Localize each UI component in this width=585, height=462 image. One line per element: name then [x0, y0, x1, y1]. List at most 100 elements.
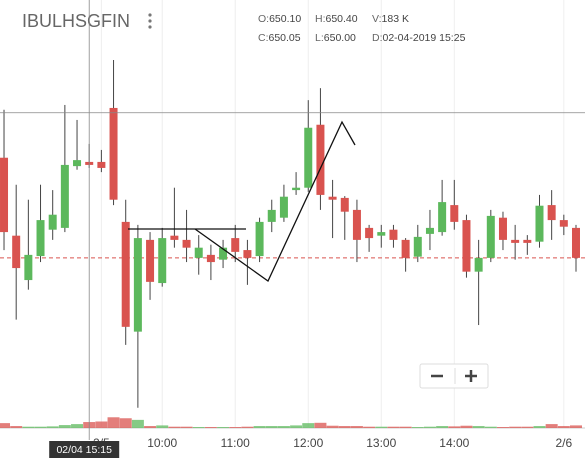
volume-bar — [509, 426, 522, 428]
volume-bar — [34, 426, 47, 428]
ohlc-item: O:650.10 — [258, 13, 301, 25]
volume-bar — [533, 426, 546, 428]
volume-bar — [472, 426, 485, 428]
candle-body — [559, 220, 568, 227]
zoom-in[interactable] — [455, 364, 488, 388]
candle-body — [133, 238, 142, 332]
x-tick-label: 2/6 — [555, 436, 572, 450]
volume-bar — [411, 427, 424, 428]
candle-body — [401, 239, 410, 258]
crosshair-label: 02/04 15:15 — [56, 444, 112, 456]
candle-body — [340, 197, 349, 212]
ohlc-label: D: — [372, 32, 383, 44]
volume-bar — [144, 426, 157, 428]
volume-bar — [448, 426, 461, 428]
candle-body — [511, 239, 520, 243]
candle-body — [486, 215, 495, 258]
zoom-controls — [419, 363, 489, 389]
volume-bar — [217, 427, 230, 428]
candle-body — [146, 239, 155, 282]
candle-body — [438, 202, 447, 233]
ohlc-label: V: — [372, 13, 382, 25]
candle-body — [535, 205, 544, 242]
ohlc-value: 02-04-2019 15:25 — [383, 32, 466, 44]
candle-body — [474, 257, 483, 272]
drawn-pattern — [194, 120, 356, 282]
ohlc-value: 650.05 — [269, 32, 301, 44]
candle-body — [523, 239, 532, 243]
crosshair-label-bg — [49, 441, 120, 458]
volume-bar — [460, 425, 473, 428]
volume-bar — [545, 424, 558, 428]
candle-body — [12, 235, 21, 269]
candle-body — [328, 196, 337, 200]
volume-bar — [314, 422, 327, 428]
ohlc-value: 650.10 — [269, 13, 301, 25]
candle-body — [231, 238, 240, 252]
ohlc-value: 650.00 — [324, 32, 356, 44]
x-tick-label: 11:00 — [221, 436, 250, 450]
ohlc-item: L:650.00 — [315, 32, 356, 44]
volume-bar — [22, 426, 35, 428]
ohlc-item: H:650.40 — [315, 13, 358, 25]
candle-body — [243, 250, 252, 258]
ohlc-item: C:650.05 — [258, 32, 301, 44]
volume-bar — [569, 425, 582, 428]
volume-bar — [229, 427, 242, 428]
volume-bar — [363, 426, 376, 428]
volume-bar — [204, 427, 217, 428]
volume-bar — [484, 426, 497, 428]
plot-area — [0, 0, 585, 429]
ohlc-info: O:650.10 H:650.40 V:183 K C:650.05 L:650.00 D… — [258, 13, 466, 44]
volume-bar — [290, 425, 303, 428]
volume-bar — [436, 426, 449, 428]
candle-body — [255, 221, 264, 257]
volume-bar — [168, 426, 181, 428]
volume-bar — [131, 419, 144, 428]
ohlc-label: H: — [315, 13, 326, 25]
candle-body — [182, 239, 191, 248]
volume-bar — [253, 426, 266, 428]
volume-bar — [156, 425, 169, 428]
volume-bar — [0, 423, 11, 428]
volume-bar — [180, 426, 193, 428]
volume-bar — [521, 426, 534, 428]
menu-icon[interactable] — [148, 13, 152, 29]
symbol: IBULHSGFIN — [22, 11, 130, 31]
candle-body — [304, 127, 313, 188]
volume-bar — [496, 427, 509, 428]
volume-bar — [265, 426, 278, 428]
volume-bar — [71, 424, 84, 428]
candle-body — [170, 235, 179, 240]
x-tick-label: 14:00 — [439, 436, 469, 450]
candle-body — [36, 220, 45, 257]
candle-body — [73, 160, 82, 167]
candle-body — [279, 196, 288, 218]
candle-body — [97, 161, 106, 168]
ohlc-value: 650.40 — [326, 13, 358, 25]
volume-bar — [10, 426, 23, 428]
zoom-out[interactable] — [420, 364, 455, 388]
volume-bar — [302, 423, 315, 428]
candle-body — [267, 209, 276, 222]
volume-bar — [46, 426, 59, 428]
volume-bar — [423, 426, 436, 428]
candle-body — [109, 107, 118, 200]
volume-bar — [192, 427, 205, 428]
x-tick-label: 12:00 — [293, 436, 323, 450]
candle-body — [206, 254, 215, 263]
candle-body — [158, 238, 167, 284]
candle-body — [48, 214, 57, 230]
candle-body — [219, 247, 228, 260]
ohlc-label: L: — [315, 32, 324, 44]
candle-body — [352, 209, 361, 240]
x-tick-label: 13:00 — [366, 436, 396, 450]
volume-bar — [350, 426, 363, 428]
candle-body — [365, 227, 374, 239]
ohlc-value: 183 K — [382, 13, 409, 25]
candle-body — [0, 157, 9, 233]
volume-bar — [338, 426, 351, 428]
volume-bar — [107, 417, 120, 428]
candle-body — [316, 124, 325, 195]
